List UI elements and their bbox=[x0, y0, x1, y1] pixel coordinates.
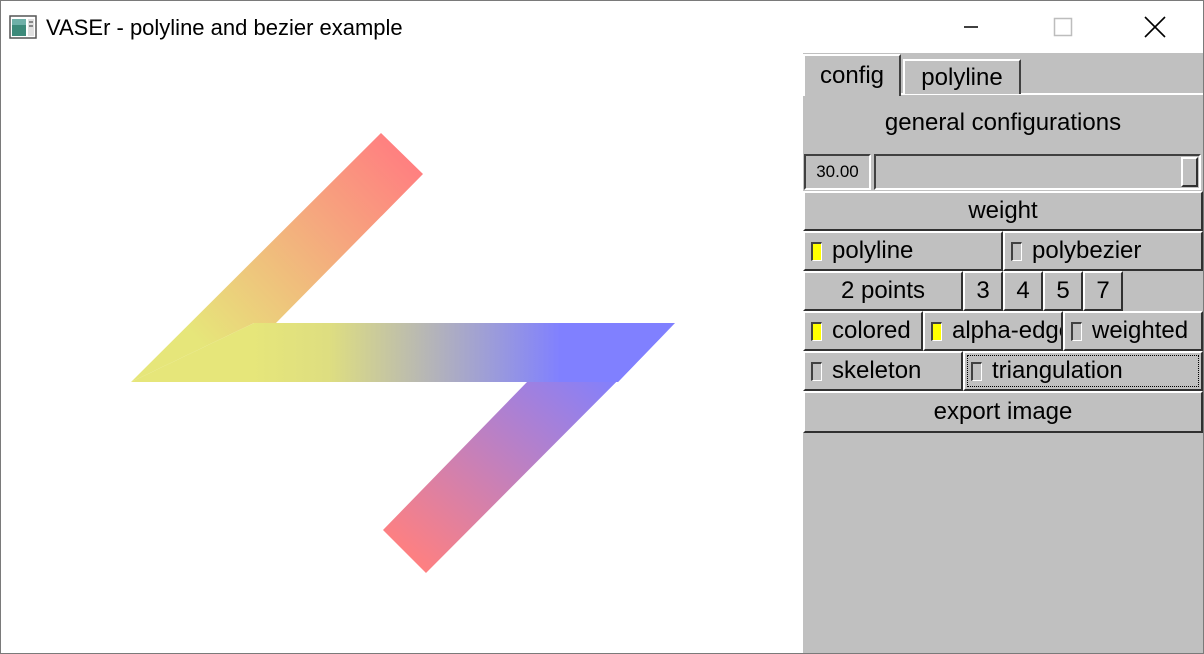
close-button[interactable] bbox=[1109, 1, 1201, 53]
skeleton-checkbox-label: skeleton bbox=[832, 357, 922, 384]
section-title: general configurations bbox=[884, 109, 1122, 136]
minimize-icon bbox=[964, 26, 978, 28]
polybezier-checkbox-label: polybezier bbox=[1032, 237, 1142, 264]
skeleton-checkbox[interactable]: skeleton bbox=[803, 351, 963, 391]
polybezier-checkbox-box bbox=[1011, 241, 1022, 261]
maximize-icon bbox=[1053, 17, 1073, 37]
points-5-button[interactable]: 5 bbox=[1043, 271, 1083, 311]
export-image-button[interactable]: export image bbox=[803, 391, 1203, 433]
points-2-button[interactable]: 2 points bbox=[803, 271, 963, 311]
tab-divider bbox=[803, 93, 1203, 95]
triangulation-checkbox-label: triangulation bbox=[992, 357, 1123, 384]
title-bar[interactable]: VASEr - polyline and bezier example bbox=[1, 1, 1203, 53]
tab-polyline[interactable]: polyline bbox=[903, 59, 1021, 94]
drawing-canvas[interactable] bbox=[1, 53, 803, 653]
polyline-segment-2 bbox=[131, 323, 675, 382]
triangulation-checkbox[interactable]: triangulation bbox=[963, 351, 1203, 391]
weighted-checkbox-box bbox=[1071, 321, 1082, 341]
weight-slider[interactable] bbox=[874, 154, 1201, 190]
window-title: VASEr - polyline and bezier example bbox=[46, 15, 403, 40]
weight-slider-thumb[interactable] bbox=[1181, 157, 1198, 187]
polyline-segment-3 bbox=[383, 323, 675, 573]
points-3-button[interactable]: 3 bbox=[963, 271, 1003, 311]
weight-button[interactable]: weight bbox=[803, 191, 1203, 231]
polybezier-checkbox[interactable]: polybezier bbox=[1003, 231, 1203, 271]
alpha-edge-checkbox-label: alpha-edge bbox=[952, 317, 1063, 344]
skeleton-checkbox-box bbox=[811, 361, 822, 381]
colored-checkbox-box bbox=[811, 321, 822, 341]
weighted-checkbox-label: weighted bbox=[1092, 317, 1189, 344]
alpha-edge-checkbox-box bbox=[931, 321, 942, 341]
alpha-edge-checkbox[interactable]: alpha-edge bbox=[923, 311, 1063, 351]
polyline-checkbox-label: polyline bbox=[832, 237, 914, 264]
minimize-button[interactable] bbox=[925, 1, 1017, 53]
colored-checkbox[interactable]: colored bbox=[803, 311, 923, 351]
polyline-drawing[interactable] bbox=[1, 53, 803, 653]
app-window-icon bbox=[9, 15, 37, 39]
polyline-checkbox[interactable]: polyline bbox=[803, 231, 1003, 271]
weighted-checkbox[interactable]: weighted bbox=[1063, 311, 1203, 351]
triangulation-checkbox-box bbox=[971, 361, 982, 381]
tab-config[interactable]: config bbox=[803, 54, 901, 96]
maximize-button[interactable] bbox=[1017, 1, 1109, 53]
polyline-segment-1 bbox=[131, 133, 423, 382]
colored-checkbox-label: colored bbox=[832, 317, 911, 344]
weight-value: 30.00 bbox=[804, 154, 871, 190]
points-7-button[interactable]: 7 bbox=[1083, 271, 1123, 311]
polyline-checkbox-box bbox=[811, 241, 822, 261]
config-panel: config polyline general configurations 3… bbox=[803, 53, 1203, 653]
points-4-button[interactable]: 4 bbox=[1003, 271, 1043, 311]
close-icon bbox=[1144, 16, 1166, 38]
